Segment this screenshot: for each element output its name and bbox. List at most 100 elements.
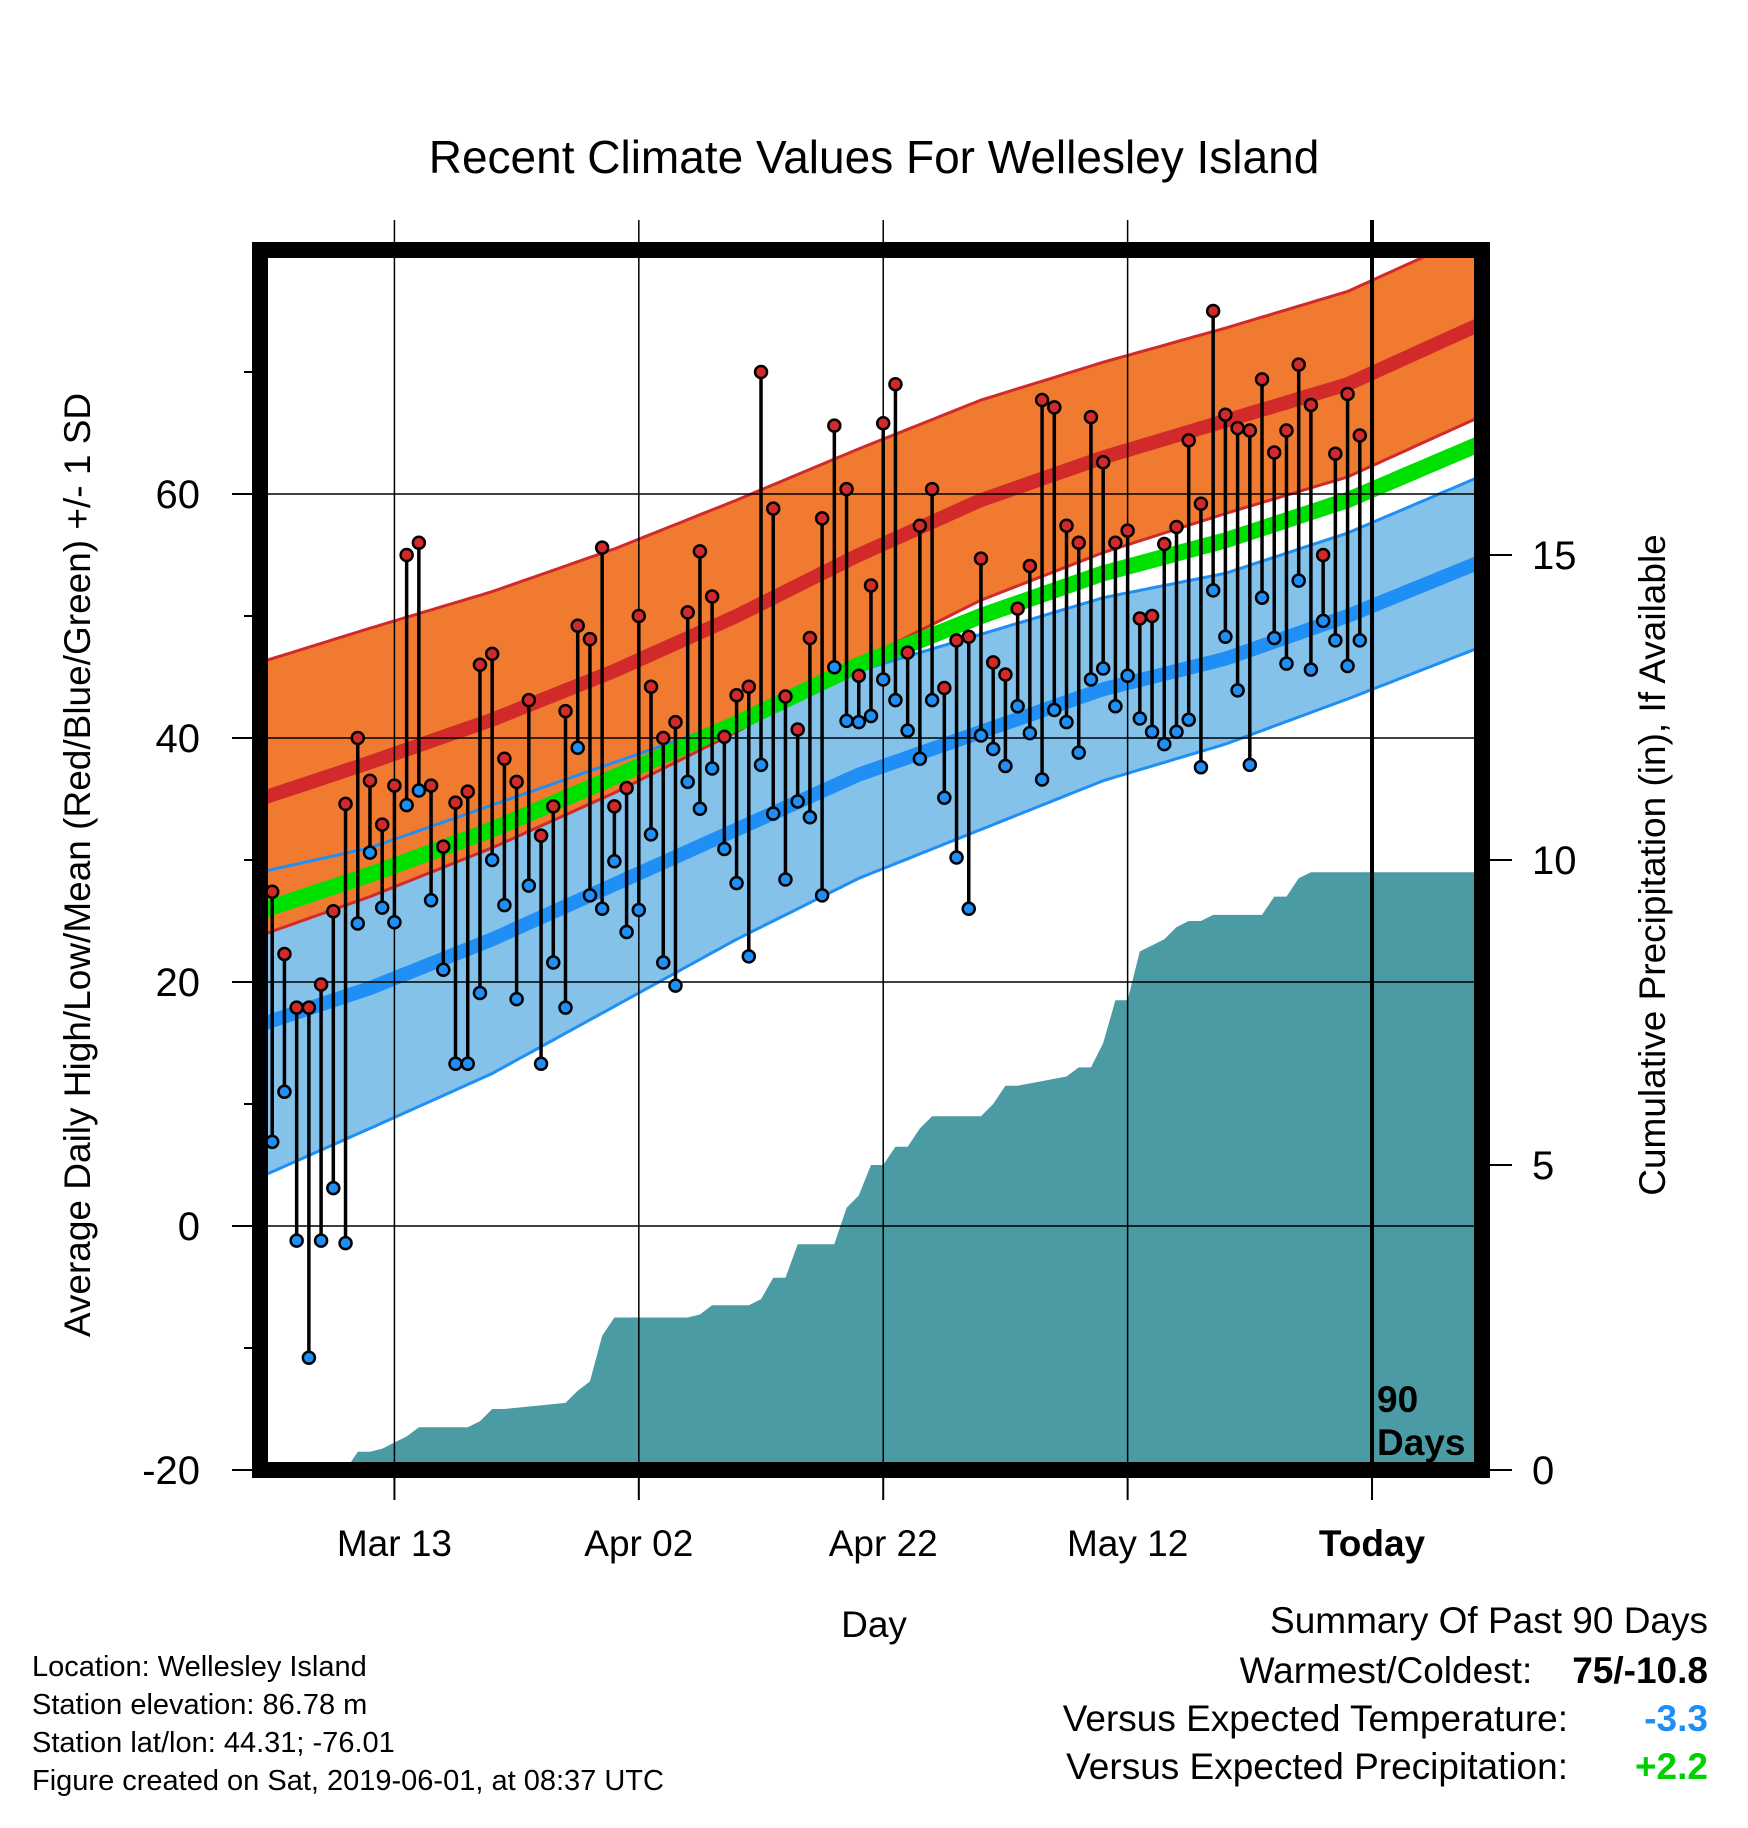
- daily-high-point: [546, 799, 561, 814]
- summary-title: Summary Of Past 90 Days: [1270, 1600, 1708, 1641]
- x-tick-label: May 12: [1067, 1523, 1188, 1564]
- daily-high-point: [289, 1000, 304, 1015]
- elevation-text: Station elevation: 86.78 m: [32, 1689, 368, 1721]
- y2-tick-label: 5: [1532, 1144, 1554, 1188]
- y2-tick-label: 15: [1532, 534, 1577, 578]
- temp-value: -3.3: [1644, 1698, 1708, 1739]
- y-tick-label: 20: [156, 961, 201, 1005]
- precip-area: [260, 872, 1482, 1470]
- daily-high-point: [436, 839, 451, 854]
- daily-high-point: [1059, 518, 1074, 533]
- daily-low-point: [765, 806, 781, 821]
- daily-low-point: [753, 757, 769, 773]
- x-tick-label: Mar 13: [337, 1523, 452, 1564]
- daily-high-point: [1230, 420, 1245, 436]
- daily-high-point: [704, 589, 720, 604]
- y2-tick-label: 0: [1532, 1449, 1554, 1493]
- y-tick-label: 60: [156, 473, 201, 517]
- warmest-value: 75/-10.8: [1572, 1650, 1708, 1691]
- daily-low-point: [289, 1233, 304, 1248]
- daily-high-point: [582, 631, 598, 647]
- low-lower-edge: [260, 645, 1482, 1179]
- daily-high-point: [1022, 558, 1038, 574]
- daily-low-point: [301, 1350, 317, 1366]
- daily-low-point: [607, 853, 622, 869]
- daily-low-point: [680, 774, 695, 790]
- daily-low-point: [1340, 658, 1355, 674]
- daily-high-point: [313, 977, 329, 992]
- daily-low-point: [656, 955, 671, 970]
- daily-low-point: [619, 924, 634, 940]
- daily-high-point: [1047, 400, 1062, 415]
- daily-low-point: [448, 1056, 463, 1071]
- daily-high-point: [875, 415, 891, 431]
- daily-low-point: [1291, 573, 1306, 588]
- daily-high-point: [1083, 409, 1099, 425]
- daily-low-point: [497, 897, 512, 913]
- daily-low-point: [1303, 662, 1319, 677]
- daily-low-point: [1120, 668, 1135, 684]
- latlon-text: Station lat/lon: 44.31; -76.01: [32, 1727, 395, 1759]
- daily-high-point: [680, 605, 695, 620]
- today-marker-line2: Days: [1377, 1422, 1465, 1463]
- daily-low-point: [888, 692, 903, 708]
- daily-high-point: [851, 668, 867, 684]
- daily-low-point: [1059, 714, 1074, 730]
- daily-high-point: [937, 680, 952, 696]
- daily-low-point: [362, 845, 378, 860]
- daily-low-point: [998, 758, 1013, 774]
- daily-low-point: [973, 728, 989, 743]
- daily-high-point: [399, 547, 414, 563]
- daily-high-point: [1193, 496, 1209, 512]
- daily-low-point: [1157, 736, 1172, 752]
- daily-high-point: [570, 618, 585, 634]
- daily-low-point: [875, 672, 891, 687]
- daily-high-point: [839, 481, 854, 497]
- daily-high-point: [1315, 547, 1331, 563]
- daily-high-point: [1279, 423, 1294, 438]
- daily-low-point: [1010, 699, 1025, 714]
- daily-high-point: [362, 773, 378, 788]
- daily-high-point: [1205, 303, 1221, 319]
- chart-title: Recent Climate Values For Wellesley Isla…: [429, 131, 1320, 183]
- daily-high-point: [607, 799, 622, 814]
- daily-low-point: [472, 985, 488, 1001]
- daily-low-point: [1181, 712, 1196, 727]
- daily-high-point: [985, 655, 1001, 670]
- daily-low-point: [1169, 724, 1184, 740]
- daily-high-point: [277, 946, 292, 962]
- daily-low-point: [924, 692, 940, 708]
- daily-low-point: [643, 827, 659, 842]
- daily-low-point: [521, 878, 537, 893]
- x-tick-label: Apr 22: [829, 1523, 938, 1564]
- daily-low-point: [1352, 633, 1368, 648]
- created-text: Figure created on Sat, 2019-06-01, at 08…: [32, 1765, 664, 1797]
- daily-low-point: [1242, 757, 1258, 773]
- daily-high-point: [998, 667, 1013, 682]
- warmest-label: Warmest/Coldest:: [1239, 1650, 1533, 1691]
- daily-high-point: [509, 774, 524, 790]
- summary-temp-row: Versus Expected Temperature: -3.3: [1063, 1698, 1708, 1740]
- station-info: Location: Wellesley Island Station eleva…: [32, 1648, 664, 1800]
- daily-high-point: [949, 633, 964, 648]
- daily-low-point: [1108, 699, 1123, 714]
- high-upper-edge: [260, 250, 1443, 664]
- y2-axis-label: Cumulative Precipitation (in), If Availa…: [1632, 534, 1673, 1196]
- daily-low-point: [1315, 613, 1331, 629]
- daily-high-point: [900, 645, 915, 660]
- daily-high-point: [1352, 428, 1368, 443]
- daily-high-point: [484, 646, 500, 662]
- daily-low-point: [1254, 590, 1270, 605]
- daily-high-point: [326, 903, 341, 919]
- daily-low-point: [717, 841, 732, 857]
- daily-low-point: [1193, 760, 1209, 775]
- x-axis-label: Day: [841, 1604, 907, 1645]
- daily-high-point: [790, 722, 805, 737]
- daily-high-point: [558, 703, 573, 719]
- daily-high-point: [411, 535, 427, 551]
- daily-high-point: [1010, 601, 1025, 616]
- daily-low-point: [533, 1056, 549, 1071]
- daily-low-point: [546, 955, 561, 970]
- daily-low-point: [900, 723, 915, 738]
